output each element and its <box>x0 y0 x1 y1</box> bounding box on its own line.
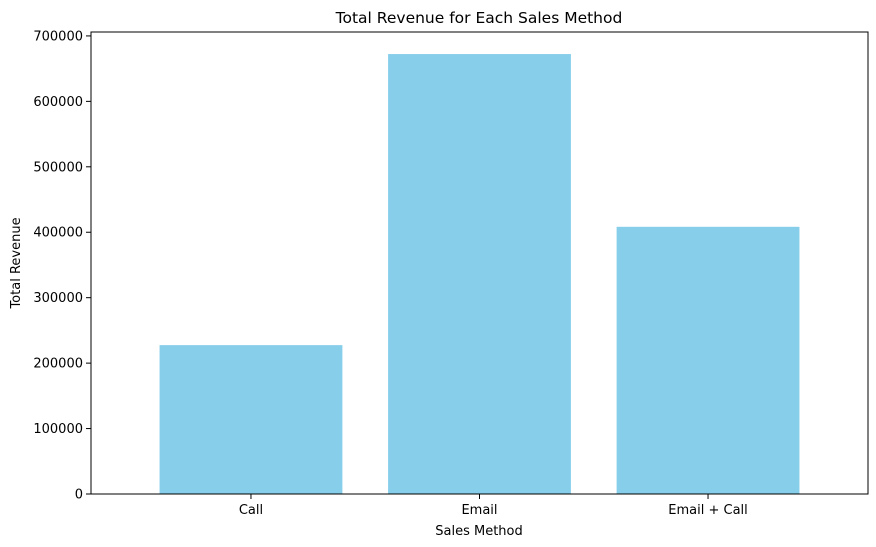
y-tick-label: 100000 <box>33 422 83 437</box>
x-axis-ticks: Call Email Email + Call <box>239 494 748 518</box>
y-axis-ticks: 0 100000 200000 300000 400000 500000 600000 700… <box>33 29 91 503</box>
plot-area: 0 100000 200000 300000 400000 500000 600000 700… <box>33 29 869 518</box>
x-tick-label: Call <box>239 503 263 518</box>
x-tick-label: Email <box>461 503 497 518</box>
x-tick-label: Email + Call <box>668 503 748 518</box>
x-axis-label: Sales Method <box>435 524 523 539</box>
y-tick-label: 500000 <box>33 160 83 175</box>
y-tick-label: 200000 <box>33 357 83 372</box>
y-tick-label: 300000 <box>33 291 83 306</box>
bar-call <box>159 345 343 494</box>
bar-email <box>388 54 571 494</box>
y-tick-label: 0 <box>75 488 83 503</box>
y-tick-label: 400000 <box>33 226 83 241</box>
chart-title: Total Revenue for Each Sales Method <box>335 9 623 27</box>
bars <box>159 54 800 494</box>
y-tick-label: 700000 <box>33 29 83 44</box>
bar-email-call <box>616 226 800 494</box>
plot-frame <box>90 31 869 495</box>
y-axis-label: Total Revenue <box>9 217 24 309</box>
y-tick-label: 600000 <box>33 95 83 110</box>
